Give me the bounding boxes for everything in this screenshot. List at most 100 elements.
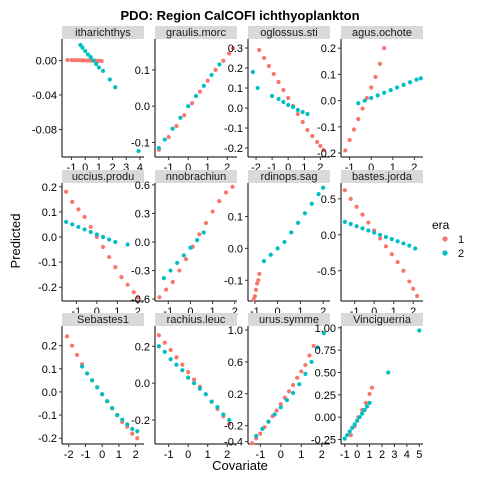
data-point: [307, 353, 312, 358]
data-point: [215, 405, 220, 410]
data-point: [318, 143, 323, 149]
y-tick-label: 0.75: [315, 345, 336, 357]
data-point: [168, 357, 173, 362]
data-point: [375, 93, 380, 98]
data-point: [227, 421, 232, 426]
data-point: [100, 234, 106, 240]
x-tick-label: -1: [164, 162, 174, 174]
data-point: [107, 237, 112, 242]
data-point: [70, 222, 75, 227]
data-point: [289, 230, 294, 235]
y-tick-label: 0.00: [36, 56, 57, 68]
data-point: [377, 232, 383, 237]
data-point: [321, 147, 326, 153]
data-point: [366, 228, 371, 233]
facet-strip: [248, 26, 330, 39]
series-era-1: [156, 333, 232, 426]
y-tick-label: 0.2: [42, 341, 57, 353]
data-point: [356, 101, 361, 106]
y-tick-label: 0.00: [315, 412, 336, 424]
data-point: [256, 278, 261, 283]
x-tick-label: 0: [185, 162, 191, 174]
data-point: [284, 398, 290, 403]
data-point: [413, 246, 418, 251]
data-point: [210, 209, 215, 214]
data-point: [197, 232, 202, 237]
x-tick-label: 0: [94, 306, 100, 318]
data-point: [305, 111, 310, 117]
x-tick-label: -1: [67, 162, 77, 174]
y-tick-label: -0.1: [317, 122, 336, 134]
x-tick-label: 2: [317, 162, 323, 174]
facet-panel: itharichthys 0.00 -0.04 -0.08 -1 0 1 2 3 4: [32, 26, 144, 174]
data-point: [377, 61, 382, 67]
x-tick-label: -2: [64, 449, 74, 461]
series-era-1: [342, 188, 420, 299]
data-point: [163, 287, 169, 292]
data-point: [291, 390, 296, 396]
data-point: [348, 221, 353, 227]
data-point: [217, 198, 222, 204]
y-tick-label: 0.0: [42, 387, 57, 399]
data-point: [250, 441, 255, 446]
facet-strip-label: uccius.produ: [72, 171, 134, 183]
data-point: [414, 77, 419, 82]
data-point: [94, 232, 99, 237]
series-era-2: [78, 42, 141, 154]
data-point: [254, 433, 259, 439]
series-era-1: [64, 189, 140, 300]
data-point: [251, 297, 256, 302]
data-point: [119, 275, 124, 280]
data-point: [310, 133, 315, 139]
data-point: [266, 63, 272, 69]
data-point: [309, 201, 314, 206]
data-point: [64, 189, 69, 194]
facet-strip: [341, 170, 423, 183]
x-tick-label: -1: [81, 449, 91, 461]
y-tick-label: -0.3: [131, 266, 150, 278]
series-era-2: [261, 185, 326, 264]
data-point: [100, 244, 106, 250]
data-point: [300, 109, 305, 115]
data-point: [76, 224, 81, 230]
data-point: [261, 55, 267, 61]
facet-strip: [62, 170, 144, 183]
series-era-1: [157, 184, 235, 300]
data-point: [191, 381, 197, 386]
data-point: [286, 102, 291, 108]
data-point: [383, 244, 389, 249]
x-tick-label: -1: [340, 449, 350, 461]
x-tick-label: -1: [255, 449, 265, 461]
facet-panel: bastes.jorda 0.5 0.0 -0.5 -1 0 1 2: [317, 170, 423, 318]
series-era-1: [250, 343, 316, 446]
data-point: [260, 426, 265, 431]
data-point: [174, 355, 179, 360]
data-point: [227, 417, 232, 423]
data-point: [125, 422, 130, 427]
data-point: [205, 78, 210, 83]
data-point: [180, 362, 185, 367]
data-point: [364, 404, 370, 409]
data-point: [315, 345, 320, 350]
data-point: [107, 254, 112, 260]
data-point: [315, 139, 320, 145]
x-tick-label: -1: [71, 306, 81, 318]
x-tick-label: 0: [82, 162, 88, 174]
x-tick-label: 0: [285, 162, 291, 174]
x-tick-label: 2: [224, 162, 230, 174]
data-point: [389, 252, 394, 257]
x-tick-label: 2: [379, 449, 385, 461]
data-point: [321, 185, 326, 190]
x-tick-label: 2: [224, 449, 230, 461]
data-point: [100, 392, 105, 397]
legend-key-era-2: [442, 250, 448, 256]
data-point: [309, 359, 314, 364]
data-point: [291, 382, 296, 388]
data-point: [367, 391, 372, 397]
y-tick-label: 0.0: [135, 101, 150, 113]
data-point: [88, 224, 93, 230]
y-tick-label: 0.2: [228, 389, 243, 401]
data-point: [175, 260, 180, 266]
y-tick-label: -0.1: [131, 137, 150, 149]
data-point: [82, 214, 87, 219]
